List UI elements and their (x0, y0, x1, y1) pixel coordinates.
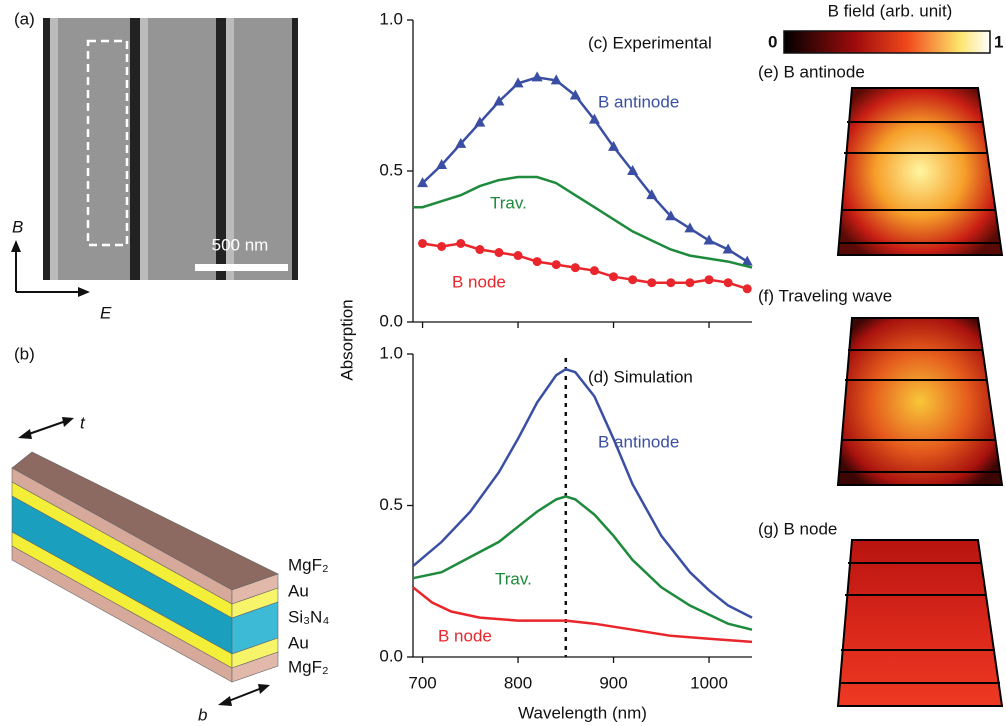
series-label: B node (438, 626, 492, 645)
axis-label: E (100, 303, 112, 322)
chart-title: (d) Simulation (588, 367, 693, 386)
colorbar-title: B field (arb. unit) (828, 1, 953, 20)
dimension-arrows (18, 417, 270, 706)
marker (474, 116, 486, 127)
dimension-label: t (80, 413, 86, 432)
dimension-label: b (198, 705, 207, 724)
x-tick-label: 1000 (690, 673, 728, 692)
marker (722, 243, 734, 254)
y-axis-label: Absorption (337, 299, 356, 380)
marker (436, 158, 448, 169)
series-label: B node (452, 272, 506, 291)
layer-label: Si₃N₄ (288, 607, 329, 626)
marker (493, 95, 505, 106)
y-tick-label: 0.0 (379, 311, 403, 330)
marker (742, 284, 752, 294)
colorbar-min: 0 (768, 32, 777, 51)
marker (723, 278, 733, 288)
series-line (412, 586, 753, 644)
field-map (836, 317, 1004, 486)
marker (569, 89, 581, 100)
series-line (412, 367, 753, 619)
sem-image (43, 18, 298, 280)
marker (588, 113, 600, 124)
series-label: Trav. (490, 193, 527, 212)
colorbar (783, 30, 991, 54)
marker (551, 260, 561, 270)
marker (494, 248, 504, 258)
scale-bar-label: 500 nm (212, 235, 269, 254)
axes-arrows (11, 240, 90, 297)
marker (417, 177, 429, 188)
marker (647, 278, 657, 288)
layer-label: MgF₂ (288, 555, 329, 574)
marker (570, 263, 580, 273)
marker (628, 275, 638, 285)
field-map (836, 87, 1004, 256)
marker (455, 137, 467, 148)
y-tick-label: 1.0 (379, 9, 403, 28)
panel-label: (e) B antinode (758, 62, 865, 81)
marker (627, 165, 639, 175)
marker (665, 210, 677, 221)
marker (589, 266, 599, 276)
panel-label: (f) Traveling wave (758, 286, 892, 305)
marker (609, 272, 619, 282)
y-tick-label: 1.0 (379, 343, 403, 362)
x-axis-label: Wavelength (nm) (518, 703, 647, 722)
layer-label: Au (288, 581, 309, 600)
y-tick-label: 0.0 (379, 646, 403, 665)
marker (456, 238, 466, 248)
marker (741, 255, 753, 266)
marker (418, 238, 428, 248)
panel-label: (a) (14, 9, 35, 28)
marker (513, 251, 523, 261)
x-tick-label: 800 (504, 673, 532, 692)
marker (437, 242, 447, 251)
series-label: B antinode (598, 432, 679, 451)
series-label: B antinode (598, 92, 679, 111)
panel-label: (g) B node (758, 519, 837, 538)
marker (685, 278, 695, 288)
marker (684, 222, 696, 233)
marker (512, 77, 524, 88)
marker (531, 71, 543, 82)
marker (475, 245, 485, 255)
y-tick-label: 0.5 (379, 160, 403, 179)
marker (550, 74, 562, 85)
marker (532, 257, 542, 267)
chart-title: (c) Experimental (588, 33, 712, 52)
series-label: Trav. (495, 569, 532, 588)
x-tick-label: 900 (599, 673, 627, 692)
layer-label: MgF₂ (288, 657, 329, 676)
marker (703, 234, 715, 245)
y-tick-label: 0.5 (379, 495, 403, 514)
marker (646, 189, 658, 200)
layer-label: Au (288, 633, 309, 652)
axis-label: B (12, 217, 23, 236)
series-line (412, 495, 753, 631)
field-map (836, 539, 1004, 707)
panel-label: (b) (14, 344, 35, 363)
x-tick-label: 700 (408, 673, 436, 692)
colorbar-max: 1 (994, 32, 1003, 51)
marker (608, 140, 620, 151)
multilayer-sketch (11, 451, 279, 683)
series-line (413, 175, 753, 269)
marker (666, 278, 676, 288)
series-line (421, 76, 748, 263)
marker (704, 275, 714, 285)
